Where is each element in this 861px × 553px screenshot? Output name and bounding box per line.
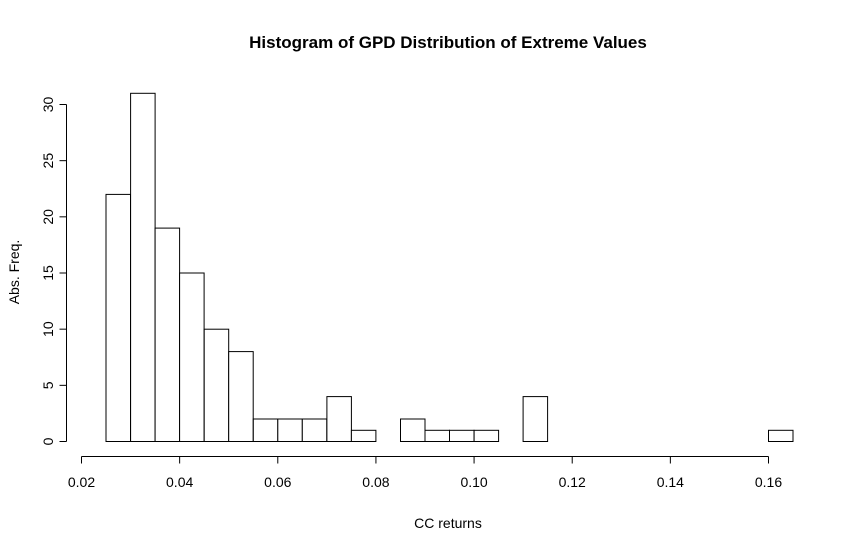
x-tick-label: 0.12 xyxy=(559,474,586,490)
x-tick-label: 0.14 xyxy=(657,474,684,490)
histogram-bar xyxy=(203,328,230,443)
y-tick-label: 10 xyxy=(40,321,56,337)
x-tick-label: 0.04 xyxy=(166,474,193,490)
x-tick-label: 0.08 xyxy=(362,474,389,490)
histogram-bar xyxy=(522,396,549,443)
histogram-bar xyxy=(277,418,303,442)
histogram-bar xyxy=(301,418,328,442)
histogram-bar xyxy=(154,227,181,442)
y-tick-label: 15 xyxy=(40,265,56,281)
y-axis: 0 5 10 15 20 25 30 xyxy=(40,97,67,445)
x-axis: 0.02 0.04 0.06 0.08 0.10 0.12 0.14 0.16 xyxy=(68,456,782,490)
histogram-bar xyxy=(449,429,475,442)
histogram-bar xyxy=(179,272,205,442)
x-tick-label: 0.02 xyxy=(68,474,95,490)
x-tick-label: 0.10 xyxy=(460,474,487,490)
histogram-bar xyxy=(105,193,131,442)
chart-title: Histogram of GPD Distribution of Extreme… xyxy=(249,33,647,52)
histogram-bar xyxy=(768,429,794,442)
y-tick-label: 25 xyxy=(40,153,56,169)
y-tick-label: 5 xyxy=(40,381,56,389)
x-axis-label: CC returns xyxy=(414,515,482,531)
histogram-bar xyxy=(130,92,156,443)
histogram-bars xyxy=(105,92,794,443)
histogram-bar xyxy=(326,396,352,443)
histogram-bar xyxy=(350,429,377,442)
histogram-bar xyxy=(424,429,450,442)
y-tick-label: 0 xyxy=(40,437,56,445)
y-tick-label: 20 xyxy=(40,209,56,225)
x-tick-label: 0.06 xyxy=(264,474,291,490)
x-tick-label: 0.16 xyxy=(755,474,782,490)
y-tick-label: 30 xyxy=(40,97,56,113)
histogram-bar xyxy=(400,418,426,442)
y-axis-label: Abs. Freq. xyxy=(6,240,22,305)
histogram-bar xyxy=(473,429,500,442)
histogram-bar xyxy=(252,418,279,442)
histogram-bar xyxy=(228,351,254,443)
